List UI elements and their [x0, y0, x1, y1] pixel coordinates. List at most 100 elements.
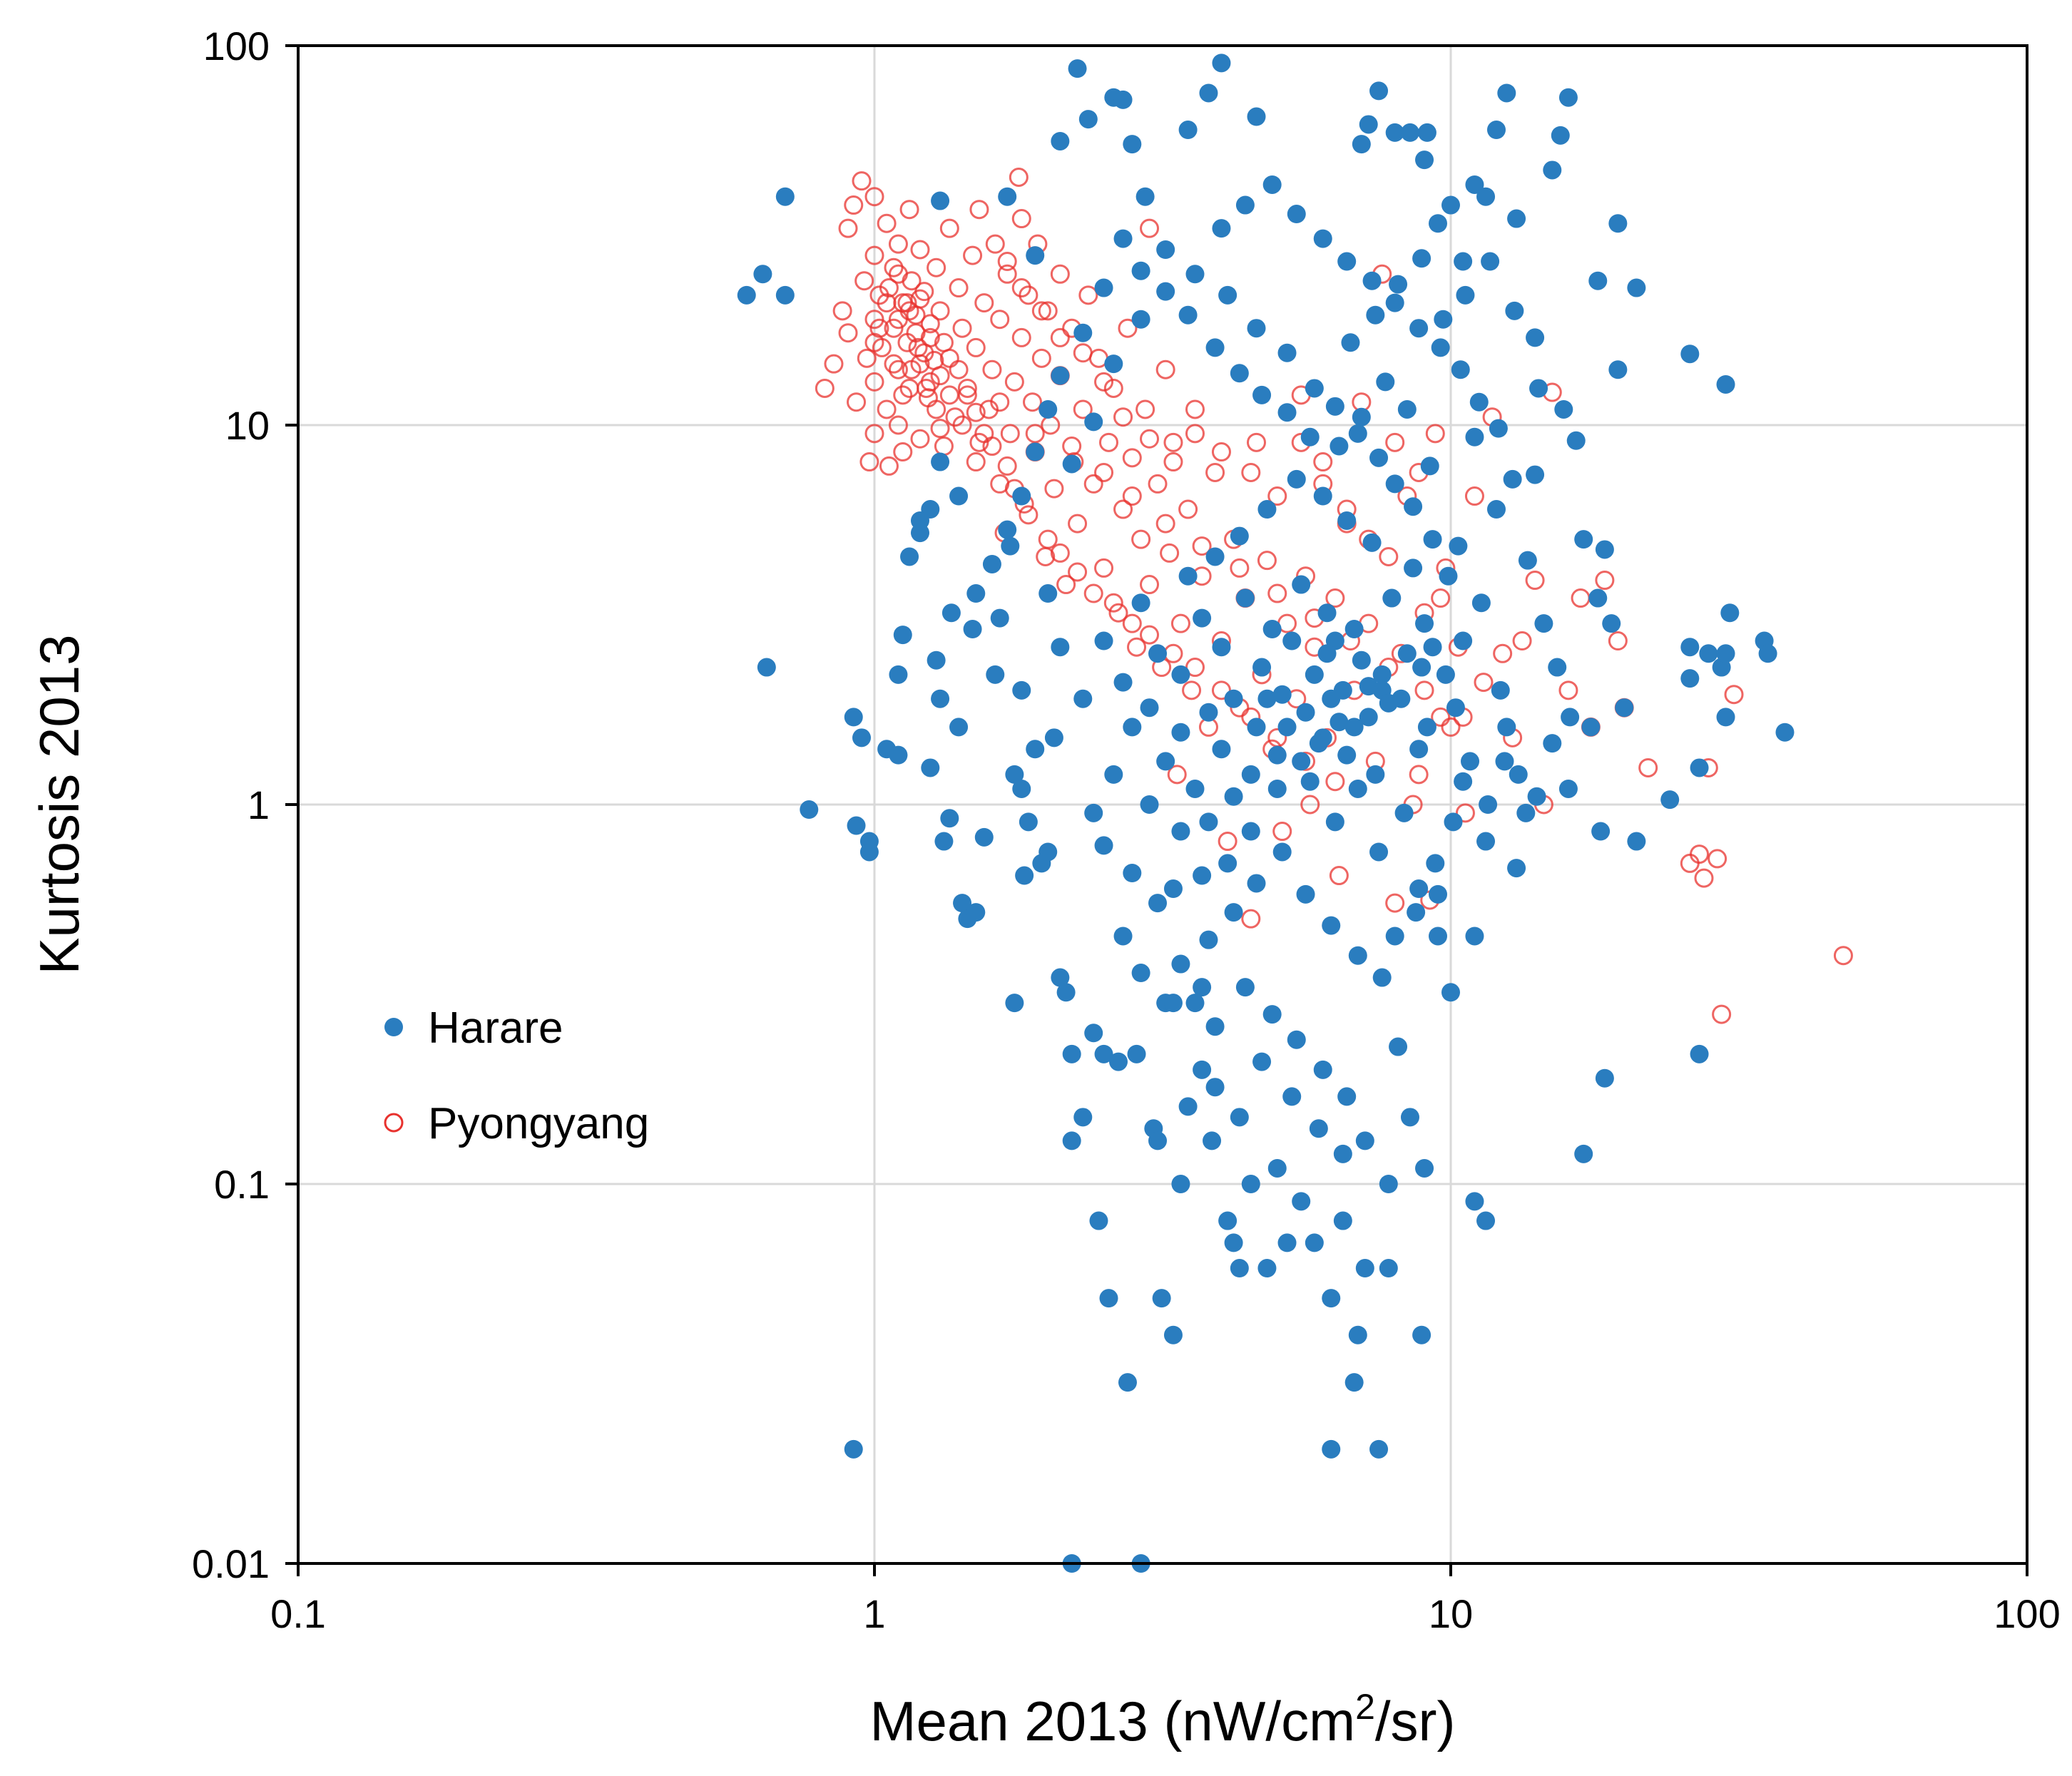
harare-point: [1574, 530, 1593, 549]
harare-point: [1680, 638, 1700, 657]
harare-point: [1417, 123, 1436, 142]
pyongyang-point: [1000, 424, 1020, 444]
pyongyang-point: [1272, 822, 1292, 842]
harare-point: [1062, 454, 1081, 474]
pyongyang-point: [1455, 803, 1475, 823]
harare-point: [1152, 1289, 1171, 1308]
harare-point: [1193, 978, 1212, 997]
harare-point: [998, 187, 1017, 206]
pyongyang-point: [838, 218, 858, 238]
harare-point: [1627, 832, 1646, 851]
pyongyang-point: [1025, 424, 1045, 444]
harare-point: [986, 665, 1005, 684]
pyongyang-point: [1163, 452, 1183, 472]
harare-point: [949, 486, 969, 506]
harare-point: [1084, 803, 1103, 822]
pyongyang-point: [1385, 893, 1405, 913]
harare-point: [847, 816, 866, 835]
pyongyang-point: [969, 432, 989, 452]
harare-point: [1212, 219, 1231, 238]
harare-point: [844, 708, 863, 727]
pyongyang-point: [1068, 562, 1088, 582]
pyongyang-point: [1050, 543, 1070, 563]
pyongyang-point: [1122, 486, 1142, 506]
pyongyang-point: [888, 310, 908, 330]
harare-point: [1051, 968, 1070, 987]
harare-point: [753, 265, 772, 284]
harare-point: [775, 187, 795, 206]
harare-point: [1507, 209, 1526, 228]
harare-point: [1118, 1373, 1137, 1392]
harare-point: [1359, 677, 1378, 696]
pyongyang-point: [982, 359, 1002, 379]
harare-point: [859, 842, 879, 862]
harare-point: [1412, 249, 1431, 268]
harare-point: [1185, 265, 1205, 284]
harare-point: [1212, 638, 1231, 657]
harare-point: [1026, 442, 1045, 461]
pyongyang-point: [910, 289, 930, 309]
harare-point: [1337, 252, 1357, 271]
pyongyang-point: [888, 234, 908, 254]
harare-point: [1333, 1211, 1352, 1230]
pyongyang-point: [1379, 546, 1399, 566]
harare-point: [1322, 916, 1341, 935]
harare-point: [1449, 536, 1468, 556]
pyongyang-point: [1078, 285, 1098, 305]
harare-point: [1113, 229, 1133, 248]
harare-point: [1317, 603, 1337, 623]
harare-point: [1543, 734, 1562, 753]
harare-point: [1526, 465, 1545, 484]
pyongyang-point: [879, 456, 899, 476]
pyongyang-point: [1108, 603, 1128, 623]
pyongyang-point: [1185, 424, 1205, 444]
harare-point: [1415, 1158, 1434, 1178]
pyongyang-point: [897, 293, 917, 313]
pyongyang-point: [930, 419, 950, 439]
pyongyang-point: [1211, 442, 1231, 462]
harare-point: [1436, 665, 1455, 684]
x-axis-title: Mean 2013 (nW/cm2/sr): [869, 1687, 1455, 1752]
harare-point: [1051, 131, 1070, 150]
pyongyang-point: [952, 318, 972, 338]
pyongyang-point: [910, 240, 930, 260]
pyongyang-point: [1512, 631, 1532, 651]
harare-point: [1235, 588, 1255, 608]
harare-point: [1131, 261, 1150, 280]
harare-point: [1267, 1158, 1287, 1178]
harare-point: [1527, 787, 1546, 806]
pyongyang-point: [1083, 583, 1103, 603]
pyongyang-point: [1131, 529, 1151, 549]
harare-point: [1359, 115, 1378, 134]
harare-point: [1627, 278, 1646, 297]
y-tick-label: 100: [203, 24, 270, 68]
harare-point: [1441, 983, 1460, 1002]
harare-point: [1497, 83, 1516, 103]
harare-point: [1171, 1175, 1190, 1193]
harare-point: [1690, 1044, 1709, 1063]
pyongyang-point: [1558, 680, 1578, 700]
harare-point: [1282, 631, 1302, 650]
harare-point: [1409, 879, 1429, 899]
pyongyang-point: [902, 359, 922, 379]
harare-point: [1038, 584, 1058, 603]
harare-point: [1404, 497, 1423, 516]
harare-point: [1595, 1068, 1614, 1088]
x-tick-label: 100: [1994, 1591, 2060, 1636]
pyongyang-point: [1023, 392, 1043, 412]
pyongyang-point: [1313, 452, 1333, 472]
pyongyang-point: [893, 442, 913, 462]
harare-point: [1362, 533, 1382, 552]
harare-point: [1444, 812, 1463, 832]
harare-point: [1252, 1052, 1272, 1071]
harare-point: [1366, 765, 1385, 784]
harare-point: [940, 809, 959, 828]
harare-point: [1313, 1060, 1332, 1079]
harare-points: [737, 53, 1795, 1573]
harare-point: [1588, 271, 1608, 290]
pyongyang-point: [1160, 543, 1180, 563]
harare-point: [931, 452, 950, 471]
harare-point: [1561, 708, 1580, 727]
harare-point: [1073, 323, 1093, 342]
